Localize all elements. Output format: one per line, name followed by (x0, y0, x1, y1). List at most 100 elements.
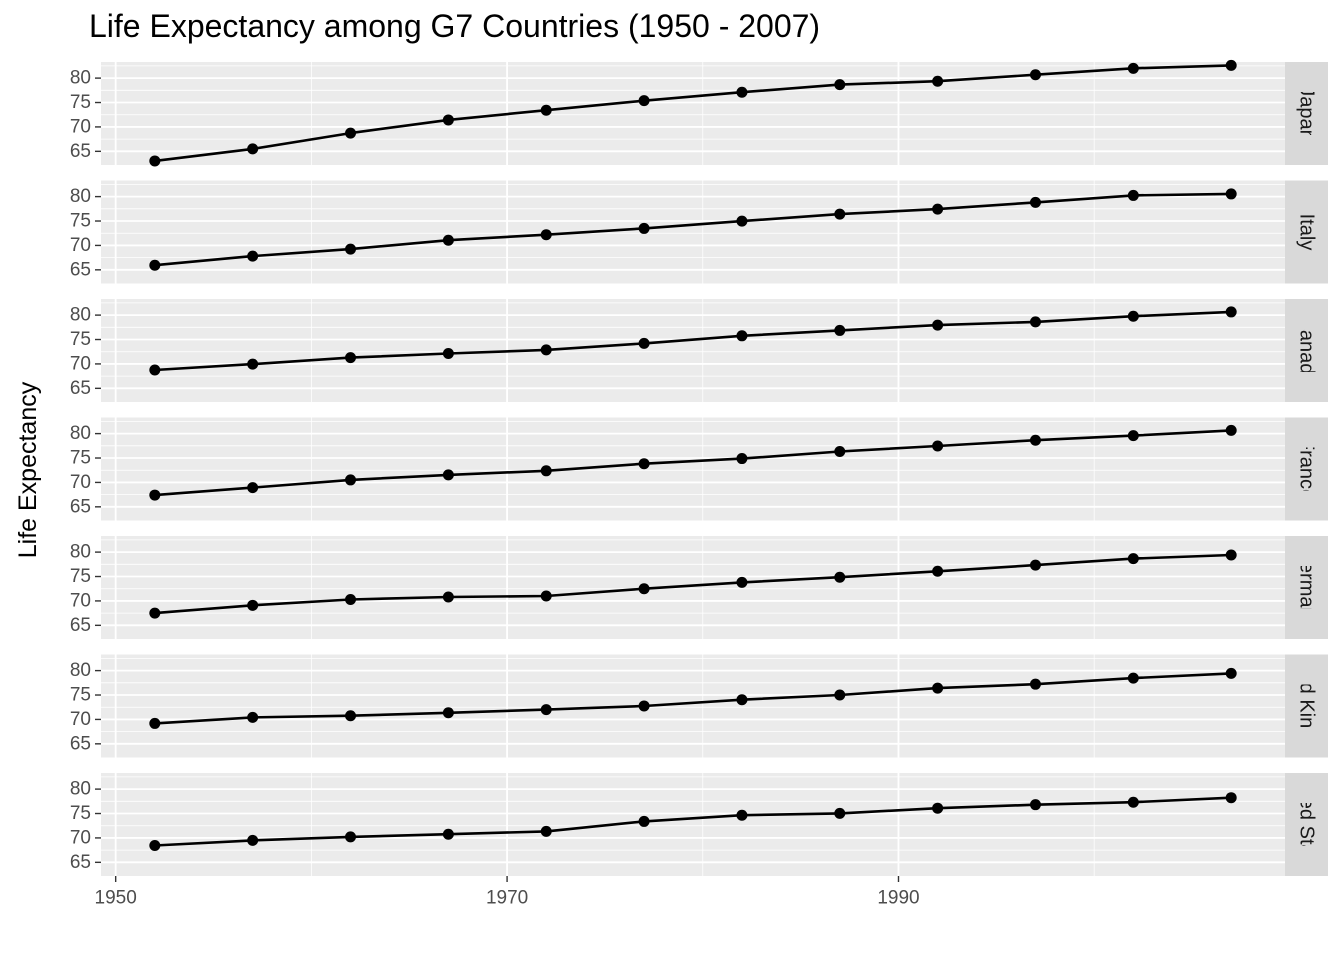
data-point (540, 344, 552, 356)
data-point (442, 114, 454, 126)
data-point (1225, 792, 1237, 804)
data-point (345, 710, 357, 722)
data-point (638, 95, 650, 107)
y-tick-label: 80 (70, 186, 91, 207)
y-tick-label: 80 (70, 305, 91, 326)
y-tick-label: 75 (70, 448, 91, 469)
y-tick-label: 75 (70, 92, 91, 113)
data-point (834, 208, 846, 220)
y-tick-label: 70 (70, 472, 91, 493)
data-point (1127, 553, 1139, 565)
data-point (1127, 310, 1139, 322)
data-point (1127, 189, 1139, 201)
data-point (736, 576, 748, 588)
data-point (932, 565, 944, 577)
data-point (540, 704, 552, 716)
data-point (932, 75, 944, 87)
data-point (345, 593, 357, 605)
data-point (540, 465, 552, 477)
facet-strip (1285, 773, 1328, 876)
data-point (1029, 434, 1041, 446)
y-tick-label: 75 (70, 329, 91, 350)
data-point (442, 469, 454, 481)
panel-background (101, 62, 1285, 165)
panel-background (101, 299, 1285, 402)
data-point (345, 831, 357, 843)
data-point (345, 474, 357, 486)
series-line (154, 192, 1232, 267)
data-point (540, 825, 552, 837)
data-point (247, 599, 259, 611)
data-point (540, 229, 552, 241)
chart-title: Life Expectancy among G7 Countries (1950… (89, 8, 821, 44)
data-point (736, 694, 748, 706)
y-tick-label: 75 (70, 803, 91, 824)
facet-strip-label: Japan (1296, 86, 1318, 141)
facet-strip-label: ited Kingd (1296, 662, 1318, 751)
y-tick-label: 65 (70, 259, 91, 280)
data-point (442, 591, 454, 603)
data-point (736, 215, 748, 227)
data-point (540, 104, 552, 116)
facet-strip-label: France (1296, 438, 1318, 500)
data-point (442, 828, 454, 840)
data-point (149, 259, 161, 271)
facet-strip (1285, 536, 1328, 639)
panel-background (101, 417, 1285, 521)
y-tick-label: 70 (70, 353, 91, 374)
series-line (154, 429, 1232, 497)
data-point (932, 440, 944, 452)
data-point (149, 364, 161, 376)
data-point (149, 489, 161, 501)
series-line (154, 553, 1232, 615)
data-point (736, 453, 748, 465)
data-point (442, 348, 454, 360)
data-point (1127, 62, 1139, 74)
data-point (1029, 559, 1041, 571)
y-tick-label: 75 (70, 211, 91, 232)
data-point (1029, 799, 1041, 811)
facet-strip (1285, 62, 1328, 165)
data-point (345, 243, 357, 255)
facet-strip (1285, 654, 1328, 758)
data-point (834, 445, 846, 457)
facet-strip (1285, 180, 1328, 284)
series-line (154, 310, 1232, 372)
data-point (736, 330, 748, 342)
data-point (638, 337, 650, 349)
y-tick-label: 80 (70, 660, 91, 681)
x-tick-label: 1990 (877, 888, 919, 909)
facet-strip (1285, 417, 1328, 521)
data-point (247, 482, 259, 494)
data-point (247, 834, 259, 846)
facet-strip-label: Germany (1296, 546, 1318, 628)
facet-strip-label: nited State (1296, 777, 1318, 873)
series-line (154, 796, 1232, 847)
y-tick-label: 65 (70, 852, 91, 873)
y-tick-label: 65 (70, 733, 91, 754)
data-point (1225, 306, 1237, 318)
data-point (1127, 430, 1139, 442)
y-tick-label: 75 (70, 685, 91, 706)
data-point (149, 607, 161, 619)
y-tick-label: 65 (70, 141, 91, 162)
panel-background (101, 654, 1285, 758)
data-point (834, 689, 846, 701)
data-point (1127, 796, 1139, 808)
y-tick-label: 70 (70, 590, 91, 611)
y-tick-label: 65 (70, 615, 91, 636)
data-point (834, 324, 846, 336)
data-point (345, 127, 357, 139)
data-point (1127, 672, 1139, 684)
y-tick-label: 80 (70, 68, 91, 89)
data-point (1225, 424, 1237, 436)
data-point (149, 155, 161, 167)
data-point (1225, 549, 1237, 561)
y-tick-label: 70 (70, 235, 91, 256)
panel-background (101, 773, 1285, 876)
data-point (1029, 196, 1041, 208)
data-point (638, 700, 650, 712)
data-point (1029, 678, 1041, 690)
y-tick-label: 80 (70, 542, 91, 563)
